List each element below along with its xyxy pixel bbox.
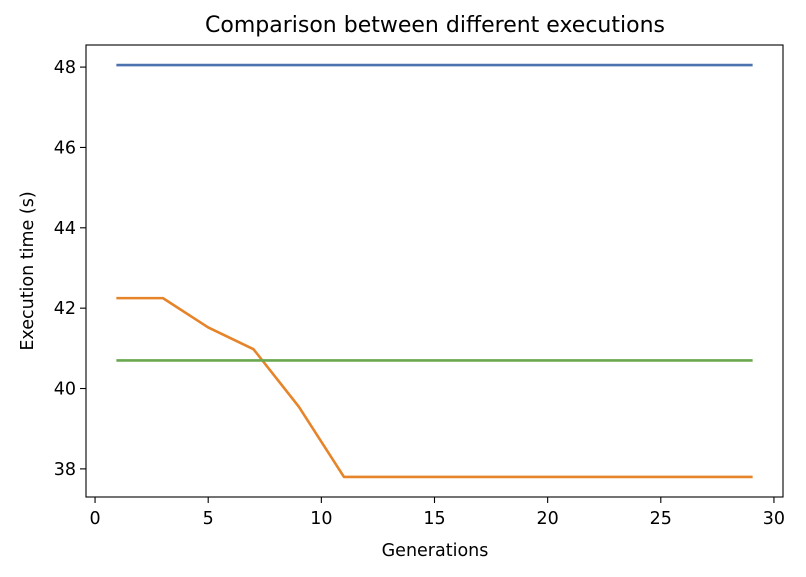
x-tick-label: 10 [310, 509, 332, 529]
x-tick-label: 5 [203, 509, 214, 529]
y-tick-label: 48 [54, 58, 76, 78]
x-axis: 0 5 10 15 20 25 30 [89, 497, 785, 529]
x-tick-label: 0 [89, 509, 100, 529]
plot-area [116, 63, 753, 479]
x-tick-label: 30 [763, 509, 785, 529]
y-axis-label: Execution time (s) [18, 191, 38, 350]
y-tick-label: 40 [54, 380, 76, 400]
y-tick-label: 38 [54, 460, 76, 480]
x-tick-label: 25 [650, 509, 672, 529]
x-tick-label: 20 [537, 509, 559, 529]
chart-title: Comparison between different executions [205, 13, 665, 38]
y-tick-label: 46 [54, 138, 76, 158]
x-tick-label: 15 [423, 509, 445, 529]
y-tick-label: 42 [54, 299, 76, 319]
y-tick-label: 44 [54, 219, 76, 239]
y-axis: 38 40 42 44 46 48 [54, 58, 86, 480]
x-axis-label: Generations [382, 541, 489, 561]
series-line-2 [116, 296, 753, 479]
plot-frame [85, 44, 784, 498]
